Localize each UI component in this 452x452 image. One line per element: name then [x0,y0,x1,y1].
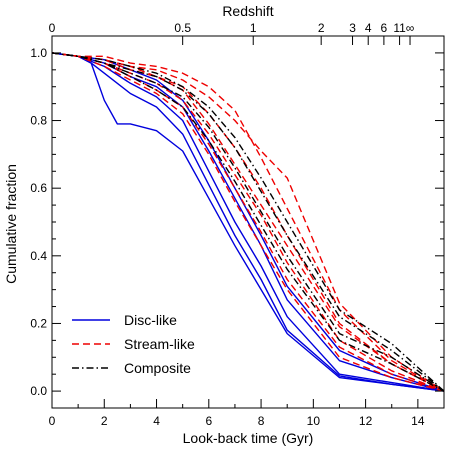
y-tick-label: 0.8 [30,114,47,128]
y-axis-label: Cumulative fraction [3,164,19,284]
legend: Disc-like Stream-like Composite [72,312,195,376]
legend-label-stream: Stream-like [124,336,195,352]
series-line-disc-2 [51,52,445,392]
top-tick-label: 0.5 [174,21,191,35]
top-tick-label: 11 [393,21,406,35]
series-line-disc-1 [51,52,445,392]
series-line-disc-4 [51,52,445,392]
series-line-composite-15 [51,52,445,392]
top-tick-label: ∞ [406,21,415,35]
series-line-stream-6 [51,52,445,392]
legend-label-disc: Disc-like [124,312,177,328]
y-tick-label: 0.2 [30,316,47,330]
top-tick-label: 1 [250,21,257,35]
top-axis-label: Redshift [222,3,273,19]
series-line-composite-14 [51,52,445,392]
top-tick-label: 6 [381,21,388,35]
top-tick-label: 0 [49,21,56,35]
x-axis-label: Look-back time (Gyr) [183,430,314,446]
series-line-composite-16 [51,52,445,392]
x-tick-label: 0 [49,414,56,428]
x-tick-label: 12 [359,414,373,428]
x-tick-label: 4 [153,414,160,428]
y-tick-label: 0.4 [30,249,47,263]
x-tick-label: 8 [258,414,265,428]
y-tick-label: 0.0 [30,384,47,398]
x-tick-label: 14 [411,414,425,428]
x-tick-label: 2 [101,414,108,428]
top-tick-label: 2 [318,21,325,35]
y-tick-label: 0.6 [30,181,47,195]
x-tick-label: 6 [205,414,212,428]
top-tick-label: 4 [365,21,372,35]
series-line-stream-8 [51,52,445,392]
top-tick-label: 3 [349,21,356,35]
series-line-disc-5 [51,52,445,392]
x-tick-label: 10 [307,414,321,428]
series-line-stream-10 [51,52,445,392]
series-line-disc-3 [51,52,445,392]
axes: 0 2 4 6 8 10 12 140.00.20.40.60.81.00 0.5 1 2 3 4 6 11… [30,21,445,428]
legend-label-composite: Composite [124,360,191,376]
y-tick-label: 1.0 [30,46,47,60]
series-line-stream-11 [51,52,445,392]
series-lines [51,52,445,392]
